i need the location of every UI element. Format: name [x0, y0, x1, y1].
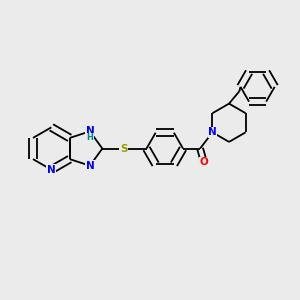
- Text: N: N: [85, 126, 94, 136]
- Text: N: N: [47, 165, 56, 175]
- Text: S: S: [120, 143, 127, 154]
- Text: N: N: [85, 161, 94, 171]
- Text: O: O: [200, 157, 208, 167]
- Text: N: N: [208, 127, 217, 137]
- Text: H: H: [86, 134, 93, 142]
